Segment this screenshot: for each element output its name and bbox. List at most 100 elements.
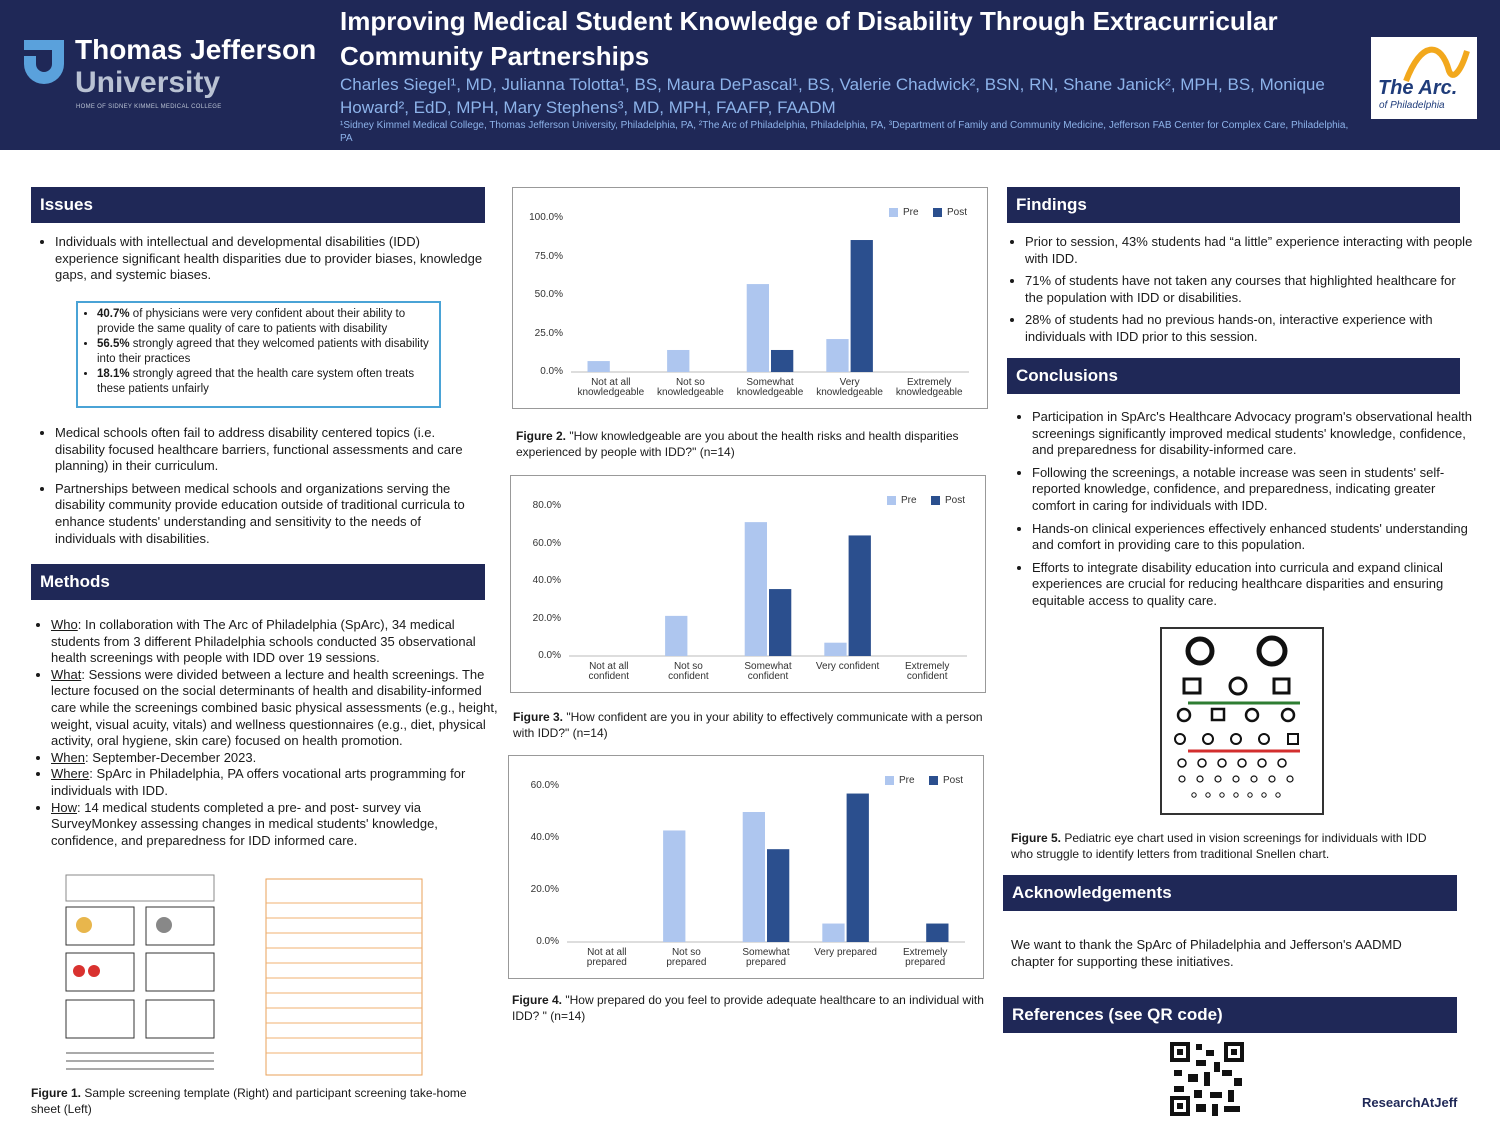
x-tick-label: Very knowledgeable [816, 377, 883, 398]
section-heading: Methods [31, 564, 485, 600]
section-heading: References (see QR code) [1003, 997, 1457, 1033]
method-text: : 14 medical students completed a pre- a… [51, 799, 438, 848]
figure-caption: Figure 3. "How confident are you in your… [513, 709, 983, 741]
stat: 40.7% of physicians were very confident … [97, 307, 433, 337]
bar [848, 535, 871, 656]
bar [826, 339, 849, 372]
legend-label: Post [945, 495, 966, 506]
method-text: : Sessions were divided between a lectur… [51, 666, 498, 749]
x-tick-label: Somewhat knowledgeable [736, 377, 804, 398]
y-tick-label: 25.0% [534, 327, 563, 339]
method: How: 14 medical students completed a pre… [51, 800, 506, 850]
caption-text: "How confident are you in your ability t… [513, 710, 983, 740]
qr-code [1170, 1042, 1244, 1116]
bar [769, 589, 792, 656]
legend-swatch [885, 776, 894, 785]
legend-label: Post [943, 775, 964, 786]
legend-swatch [889, 208, 898, 217]
issues-list: Individuals with intellectual and develo… [31, 234, 485, 290]
plot [571, 240, 969, 373]
method-text: : SpArc in Philadelphia, PA offers vocat… [51, 766, 466, 798]
stat-text: strongly agreed that they welcomed patie… [97, 338, 429, 365]
x-tick-label: Not at all prepared [586, 947, 627, 968]
bar [744, 522, 767, 656]
y-tick-label: 0.0% [536, 936, 559, 947]
bar [746, 284, 769, 372]
legend-label: Pre [903, 207, 919, 218]
caption-text: Pediatric eye chart used in vision scree… [1011, 831, 1427, 861]
legend-label: Pre [899, 775, 915, 786]
chart: 0.0% 20.0% 40.0% 60.0% 80.0% Not at all confi… [510, 475, 986, 693]
bar [850, 240, 873, 372]
legend-swatch [929, 776, 938, 785]
chart: 0.0% 25.0% 50.0% 75.0% 100.0% Not at all know… [512, 187, 988, 409]
section-heading: Acknowledgements [1003, 875, 1457, 911]
stat-text: of physicians were very confident about … [97, 308, 406, 335]
figure-caption: Figure 4. "How prepared do you feel to p… [512, 992, 984, 1024]
acknowledgements-text: We want to thank the SpArc of Philadelph… [1011, 937, 1402, 969]
bullet: Prior to session, 43% students had “a li… [1025, 234, 1475, 267]
bullet: Participation in SpArc's Healthcare Advo… [1032, 409, 1480, 459]
bar [824, 642, 847, 656]
section-heading: Conclusions [1007, 358, 1460, 394]
legend-label: Pre [901, 495, 917, 506]
arc-logo: The Arc. of Philadelphia [1371, 37, 1477, 119]
plot [567, 793, 965, 943]
stat-value: 40.7% [97, 308, 130, 320]
arc-name: The Arc. [1378, 77, 1458, 99]
bar [587, 361, 610, 372]
bar [767, 849, 790, 942]
bar [742, 812, 765, 942]
eye-chart [1160, 627, 1324, 815]
affiliations: ¹Sidney Kimmel Medical College, Thomas J… [340, 120, 1349, 144]
stats-box: 40.7% of physicians were very confident … [76, 301, 441, 408]
x-tick-label: Somewhat prepared [742, 947, 790, 968]
x-tick-label: Somewhat confident [744, 661, 792, 682]
method-label: What [51, 666, 82, 682]
logo-line1: Thomas Jefferson [75, 34, 317, 65]
conclusions-list: Participation in SpArc's Healthcare Advo… [1008, 409, 1480, 616]
y-tick-label: 0.0% [540, 366, 563, 377]
x-tick-label: Not so knowledgeable [657, 377, 724, 398]
caption-text: Sample screening template (Right) and pa… [31, 1086, 467, 1116]
issues-list: Medical schools often fail to address di… [31, 425, 485, 553]
x-tick-label: Not so prepared [666, 947, 707, 968]
logo-tagline: HOME OF SIDNEY KIMMEL MEDICAL COLLEGE [76, 104, 222, 110]
x-tick-label: Extremely knowledgeable [895, 377, 963, 398]
bar [926, 923, 949, 942]
method: What: Sessions were divided between a le… [51, 667, 506, 750]
bar [822, 923, 845, 942]
method-text: : In collaboration with The Arc of Phila… [51, 617, 476, 666]
stat-value: 56.5% [97, 338, 130, 350]
legend-label: Post [947, 207, 968, 218]
legend-swatch [933, 208, 942, 217]
figure-label: Figure 2. [516, 429, 567, 443]
legend-swatch [931, 496, 940, 505]
chart: 0.0% 20.0% 40.0% 60.0% Not at all prepared No… [508, 755, 984, 979]
bullet: Efforts to integrate disability educatio… [1032, 560, 1480, 610]
arc-swoosh [1403, 46, 1470, 83]
stat: 56.5% strongly agreed that they welcomed… [97, 337, 433, 367]
section-heading: Findings [1007, 187, 1460, 223]
figure-label: Figure 1. [31, 1086, 82, 1100]
section-heading: Issues [31, 187, 485, 223]
x-tick-label: Extremely confident [904, 661, 950, 682]
method: When: September-December 2023. [51, 750, 506, 767]
bullet: Following the screenings, a notable incr… [1032, 465, 1480, 515]
logo-line2: University [75, 66, 221, 99]
bullet: Individuals with intellectual and develo… [55, 234, 485, 284]
bar [667, 349, 690, 372]
x-tick-label: Extremely prepared [902, 947, 948, 968]
method-label: How [51, 799, 78, 815]
bullet: Partnerships between medical schools and… [55, 481, 485, 547]
caption-text: "How knowledgeable are you about the hea… [516, 429, 959, 459]
method: Where: SpArc in Philadelphia, PA offers … [51, 766, 506, 799]
x-tick-label: Very confident [815, 661, 880, 672]
y-tick-label: 60.0% [530, 780, 559, 791]
plot [569, 522, 967, 657]
brand: ResearchAtJeff [1362, 1095, 1458, 1110]
stat-value: 18.1% [97, 368, 130, 380]
method-label: Where [51, 766, 90, 782]
y-tick-label: 20.0% [532, 612, 561, 624]
